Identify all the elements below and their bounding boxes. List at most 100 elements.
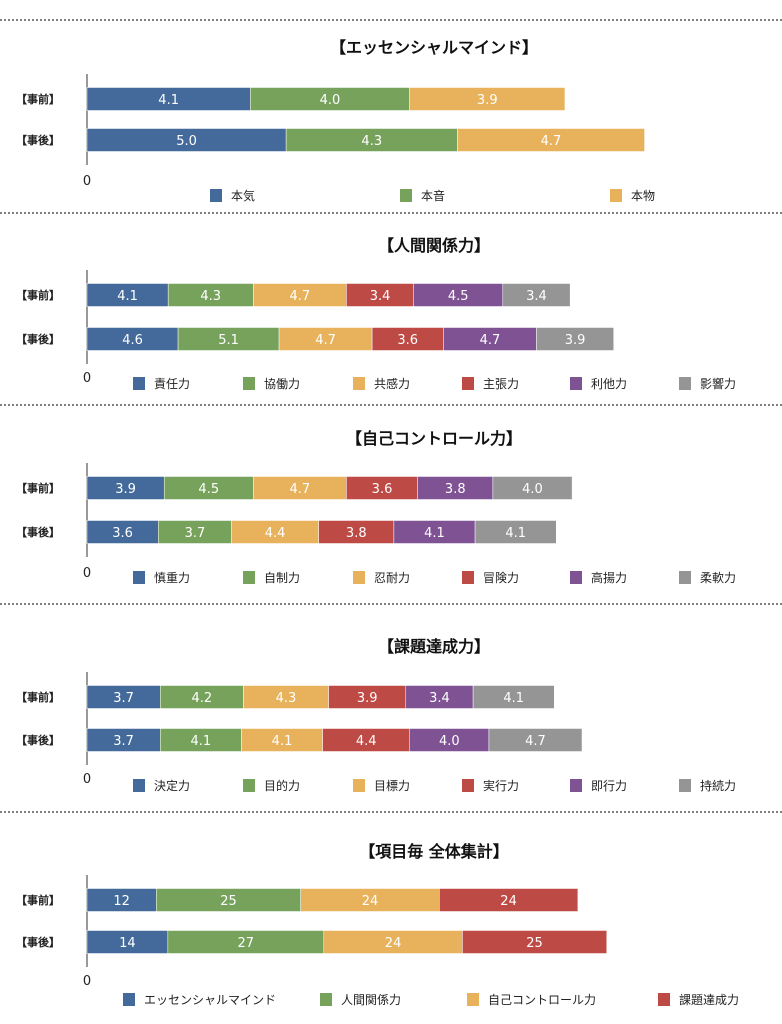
bar-segment bbox=[457, 128, 645, 152]
legend-swatch bbox=[658, 993, 670, 1006]
legend-label: 目的力 bbox=[264, 778, 300, 793]
legend-swatch bbox=[133, 377, 145, 390]
data-label: 25 bbox=[220, 894, 237, 909]
chart-section: 【課題達成力】 0 【事前】 3.7 4.2 4.3 3.9 3.4 4.1 【事後】 3.7 4.1… bbox=[0, 603, 782, 793]
legend-label: 目標力 bbox=[374, 779, 410, 793]
legend-label: 持続力 bbox=[700, 778, 736, 793]
category-label: 【事前】 bbox=[16, 893, 60, 907]
category-label: 【事前】 bbox=[16, 288, 60, 302]
legend-label: 責任力 bbox=[154, 377, 190, 391]
data-label: 3.8 bbox=[346, 526, 367, 541]
data-label: 3.9 bbox=[477, 93, 498, 108]
data-label: 4.1 bbox=[503, 691, 524, 706]
data-label: 3.6 bbox=[112, 526, 133, 541]
data-label: 25 bbox=[526, 936, 543, 951]
legend-swatch bbox=[679, 377, 691, 390]
data-label: 4.5 bbox=[448, 289, 469, 304]
legend-swatch bbox=[570, 377, 582, 390]
data-label: 4.3 bbox=[200, 289, 221, 304]
legend-label: 本物 bbox=[631, 189, 655, 203]
legend-label: 実行力 bbox=[483, 778, 519, 793]
data-label: 4.2 bbox=[191, 691, 212, 706]
category-label: 【事後】 bbox=[16, 733, 60, 747]
data-label: 3.6 bbox=[372, 482, 393, 497]
legend-label: 本気 bbox=[231, 188, 255, 203]
chart-section: 【エッセンシャルマインド】 0 【事前】 4.1 4.0 3.9 【事後】 5.0 4.3 4.7… bbox=[0, 19, 782, 203]
data-label: 4.0 bbox=[320, 93, 341, 108]
bar-segment bbox=[462, 930, 607, 954]
legend-label: 自己コントロール力 bbox=[488, 993, 596, 1007]
chart-section: 【自己コントロール力】 0 【事前】 3.9 4.5 4.7 3.6 3.8 4.0 【事後】 3.… bbox=[0, 404, 782, 585]
legend-label: エッセンシャルマインド bbox=[144, 993, 276, 1007]
data-label: 3.4 bbox=[526, 289, 547, 304]
legend-label: 協働力 bbox=[264, 376, 300, 391]
legend-swatch bbox=[320, 993, 332, 1006]
x-tick-label: 0 bbox=[83, 174, 91, 189]
data-label: 4.1 bbox=[191, 734, 212, 749]
legend-swatch bbox=[243, 571, 255, 584]
data-label: 3.9 bbox=[357, 691, 378, 706]
data-label: 14 bbox=[119, 936, 136, 951]
data-label: 4.0 bbox=[522, 482, 543, 497]
data-label: 4.0 bbox=[439, 734, 460, 749]
legend-swatch bbox=[243, 377, 255, 390]
data-label: 3.6 bbox=[397, 333, 418, 348]
bar-segment bbox=[536, 327, 614, 351]
data-label: 4.6 bbox=[122, 333, 143, 348]
bar-segment bbox=[472, 685, 555, 709]
data-label: 3.4 bbox=[370, 289, 391, 304]
data-label: 4.3 bbox=[361, 134, 382, 149]
category-label: 【事前】 bbox=[16, 481, 60, 495]
data-label: 4.1 bbox=[505, 526, 526, 541]
legend-label: 柔軟力 bbox=[700, 570, 736, 585]
data-label: 24 bbox=[385, 936, 402, 951]
legend-swatch bbox=[467, 993, 479, 1006]
legend-swatch bbox=[570, 779, 582, 792]
legend-swatch bbox=[400, 189, 412, 202]
legend-swatch bbox=[133, 779, 145, 792]
data-label: 5.1 bbox=[218, 333, 239, 348]
category-label: 【事後】 bbox=[16, 525, 60, 539]
bar-segment bbox=[474, 520, 557, 544]
legend-swatch bbox=[353, 377, 365, 390]
legend-label: 共感力 bbox=[374, 376, 410, 391]
legend-label: 忍耐力 bbox=[374, 571, 410, 585]
chart-title: 【項目毎 全体集計】 bbox=[359, 842, 509, 861]
category-label: 【事後】 bbox=[16, 133, 60, 147]
data-label: 27 bbox=[238, 936, 255, 951]
bar-segment bbox=[492, 476, 573, 500]
legend-label: 即行力 bbox=[591, 779, 627, 793]
legend-label: 本音 bbox=[421, 188, 445, 203]
bar-segment bbox=[488, 728, 583, 752]
data-label: 4.7 bbox=[541, 134, 562, 149]
x-tick-label: 0 bbox=[83, 772, 91, 787]
data-label: 4.7 bbox=[480, 333, 501, 348]
legend-label: 慎重力 bbox=[154, 571, 190, 585]
x-tick-label: 0 bbox=[83, 974, 91, 989]
legend-swatch bbox=[462, 377, 474, 390]
data-label: 3.7 bbox=[185, 526, 206, 541]
legend-label: 人間関係力 bbox=[341, 993, 401, 1007]
data-label: 5.0 bbox=[176, 134, 197, 149]
category-label: 【事後】 bbox=[16, 332, 60, 346]
legend-swatch bbox=[243, 779, 255, 792]
data-label: 4.7 bbox=[290, 482, 311, 497]
legend-label: 課題達成力 bbox=[679, 992, 739, 1007]
data-label: 4.5 bbox=[198, 482, 219, 497]
data-label: 24 bbox=[500, 894, 517, 909]
chart-title: 【人間関係力】 bbox=[378, 236, 490, 255]
data-label: 3.8 bbox=[445, 482, 466, 497]
bar-segment bbox=[439, 888, 579, 912]
data-label: 4.3 bbox=[276, 691, 297, 706]
chart-title: 【課題達成力】 bbox=[378, 637, 490, 656]
data-label: 4.7 bbox=[315, 333, 336, 348]
data-label: 3.4 bbox=[429, 691, 450, 706]
legend-swatch bbox=[353, 571, 365, 584]
bar-segment bbox=[409, 87, 566, 111]
data-label: 4.7 bbox=[290, 289, 311, 304]
legend-label: 決定力 bbox=[154, 778, 190, 793]
legend-label: 自制力 bbox=[264, 571, 300, 585]
legend-label: 利他力 bbox=[591, 377, 627, 391]
legend-swatch bbox=[570, 571, 582, 584]
